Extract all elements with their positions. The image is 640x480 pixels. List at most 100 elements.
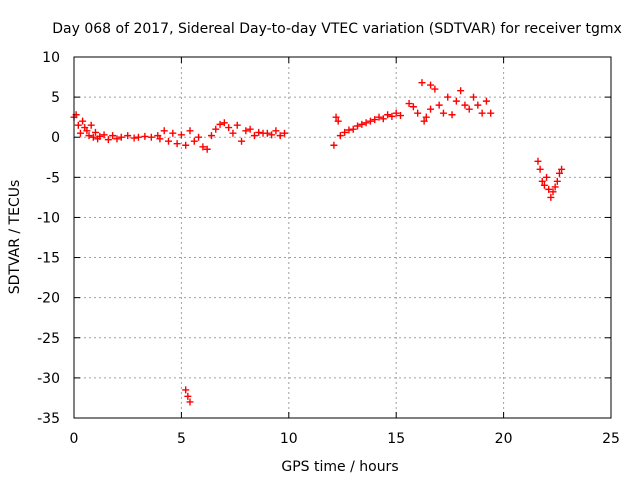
data-point (336, 132, 344, 140)
data-point (242, 127, 250, 135)
data-point (431, 85, 439, 93)
data-point (124, 132, 132, 140)
data-point (246, 125, 254, 133)
data-point (545, 185, 553, 193)
data-point (207, 132, 215, 140)
data-point (272, 127, 280, 135)
data-point (371, 116, 379, 124)
y-tick-label: -10 (37, 210, 60, 226)
data-point (534, 157, 542, 165)
data-point (276, 132, 284, 140)
data-point (341, 128, 349, 136)
data-point (427, 81, 435, 89)
data-point (89, 133, 97, 141)
data-point (538, 177, 546, 185)
data-point (83, 127, 91, 135)
data-point (427, 105, 435, 113)
data-point (220, 119, 228, 127)
data-point (549, 188, 557, 196)
data-point (238, 137, 246, 145)
y-tick-label: -20 (37, 291, 60, 307)
y-tick-label: -35 (37, 411, 60, 427)
data-point (134, 133, 142, 141)
data-point (345, 126, 353, 134)
data-point (366, 117, 374, 125)
data-point (113, 135, 121, 143)
data-point (203, 145, 211, 153)
data-point (405, 100, 413, 108)
data-point (190, 137, 198, 145)
data-point (141, 132, 149, 140)
data-point (470, 93, 478, 101)
x-tick-label: 10 (280, 431, 298, 447)
data-point (358, 120, 366, 128)
data-point (330, 141, 338, 149)
data-point (448, 111, 456, 119)
y-axis-label: SDTVAR / TECUs (7, 180, 23, 295)
data-point (349, 125, 357, 133)
data-point (444, 93, 452, 101)
data-point (87, 121, 95, 129)
data-point (362, 119, 370, 127)
chart-title: Day 068 of 2017, Sidereal Day-to-day VTE… (52, 21, 622, 37)
data-point (465, 105, 473, 113)
data-point (250, 132, 258, 140)
data-point (169, 129, 177, 137)
data-point (229, 129, 237, 137)
data-point (109, 132, 117, 140)
data-point (482, 97, 490, 105)
data-point (184, 392, 192, 400)
data-point (558, 165, 566, 173)
data-point (263, 129, 271, 137)
data-point (147, 133, 155, 141)
data-point (186, 127, 194, 135)
y-tick-label: -5 (46, 170, 60, 186)
data-point (420, 117, 428, 125)
data-point (212, 125, 220, 133)
data-point (225, 124, 233, 132)
data-point (457, 87, 465, 95)
y-tick-label: -25 (37, 331, 60, 347)
data-point (216, 120, 224, 128)
x-tick-label: 5 (177, 431, 186, 447)
data-point (100, 131, 108, 139)
data-point (487, 109, 495, 117)
data-point (233, 121, 241, 129)
data-point (165, 137, 173, 145)
data-point (160, 127, 168, 135)
data-point (555, 169, 563, 177)
data-point (96, 132, 104, 140)
data-point (332, 113, 340, 121)
axis-ticks: 0 5 10 15 20 25 10 5 0 -5 -10 -15 -20 -25 -30 -35 (37, 50, 620, 447)
data-point (375, 113, 383, 121)
data-point (422, 113, 430, 121)
data-point (474, 101, 482, 109)
data-point (76, 129, 84, 137)
data-point (551, 183, 559, 191)
data-point (199, 143, 207, 151)
data-point (130, 134, 138, 142)
x-tick-label: 0 (70, 431, 79, 447)
data-point (384, 111, 392, 119)
y-tick-label: 5 (51, 90, 60, 106)
data-point (281, 129, 289, 137)
data-point (409, 103, 417, 111)
y-tick-label: 0 (51, 130, 60, 146)
y-tick-label: -30 (37, 371, 60, 387)
data-point (177, 131, 185, 139)
x-tick-label: 20 (495, 431, 513, 447)
data-point (435, 101, 443, 109)
x-tick-label: 25 (602, 431, 620, 447)
data-point (354, 122, 362, 130)
data-point (553, 177, 561, 185)
data-point (255, 128, 263, 136)
data-point (543, 173, 551, 181)
data-point (104, 136, 112, 144)
data-point (536, 165, 544, 173)
y-tick-label: 10 (42, 50, 60, 66)
x-axis-label: GPS time / hours (281, 459, 398, 475)
data-point (85, 132, 93, 140)
data-point (186, 398, 194, 406)
data-point (392, 109, 400, 117)
